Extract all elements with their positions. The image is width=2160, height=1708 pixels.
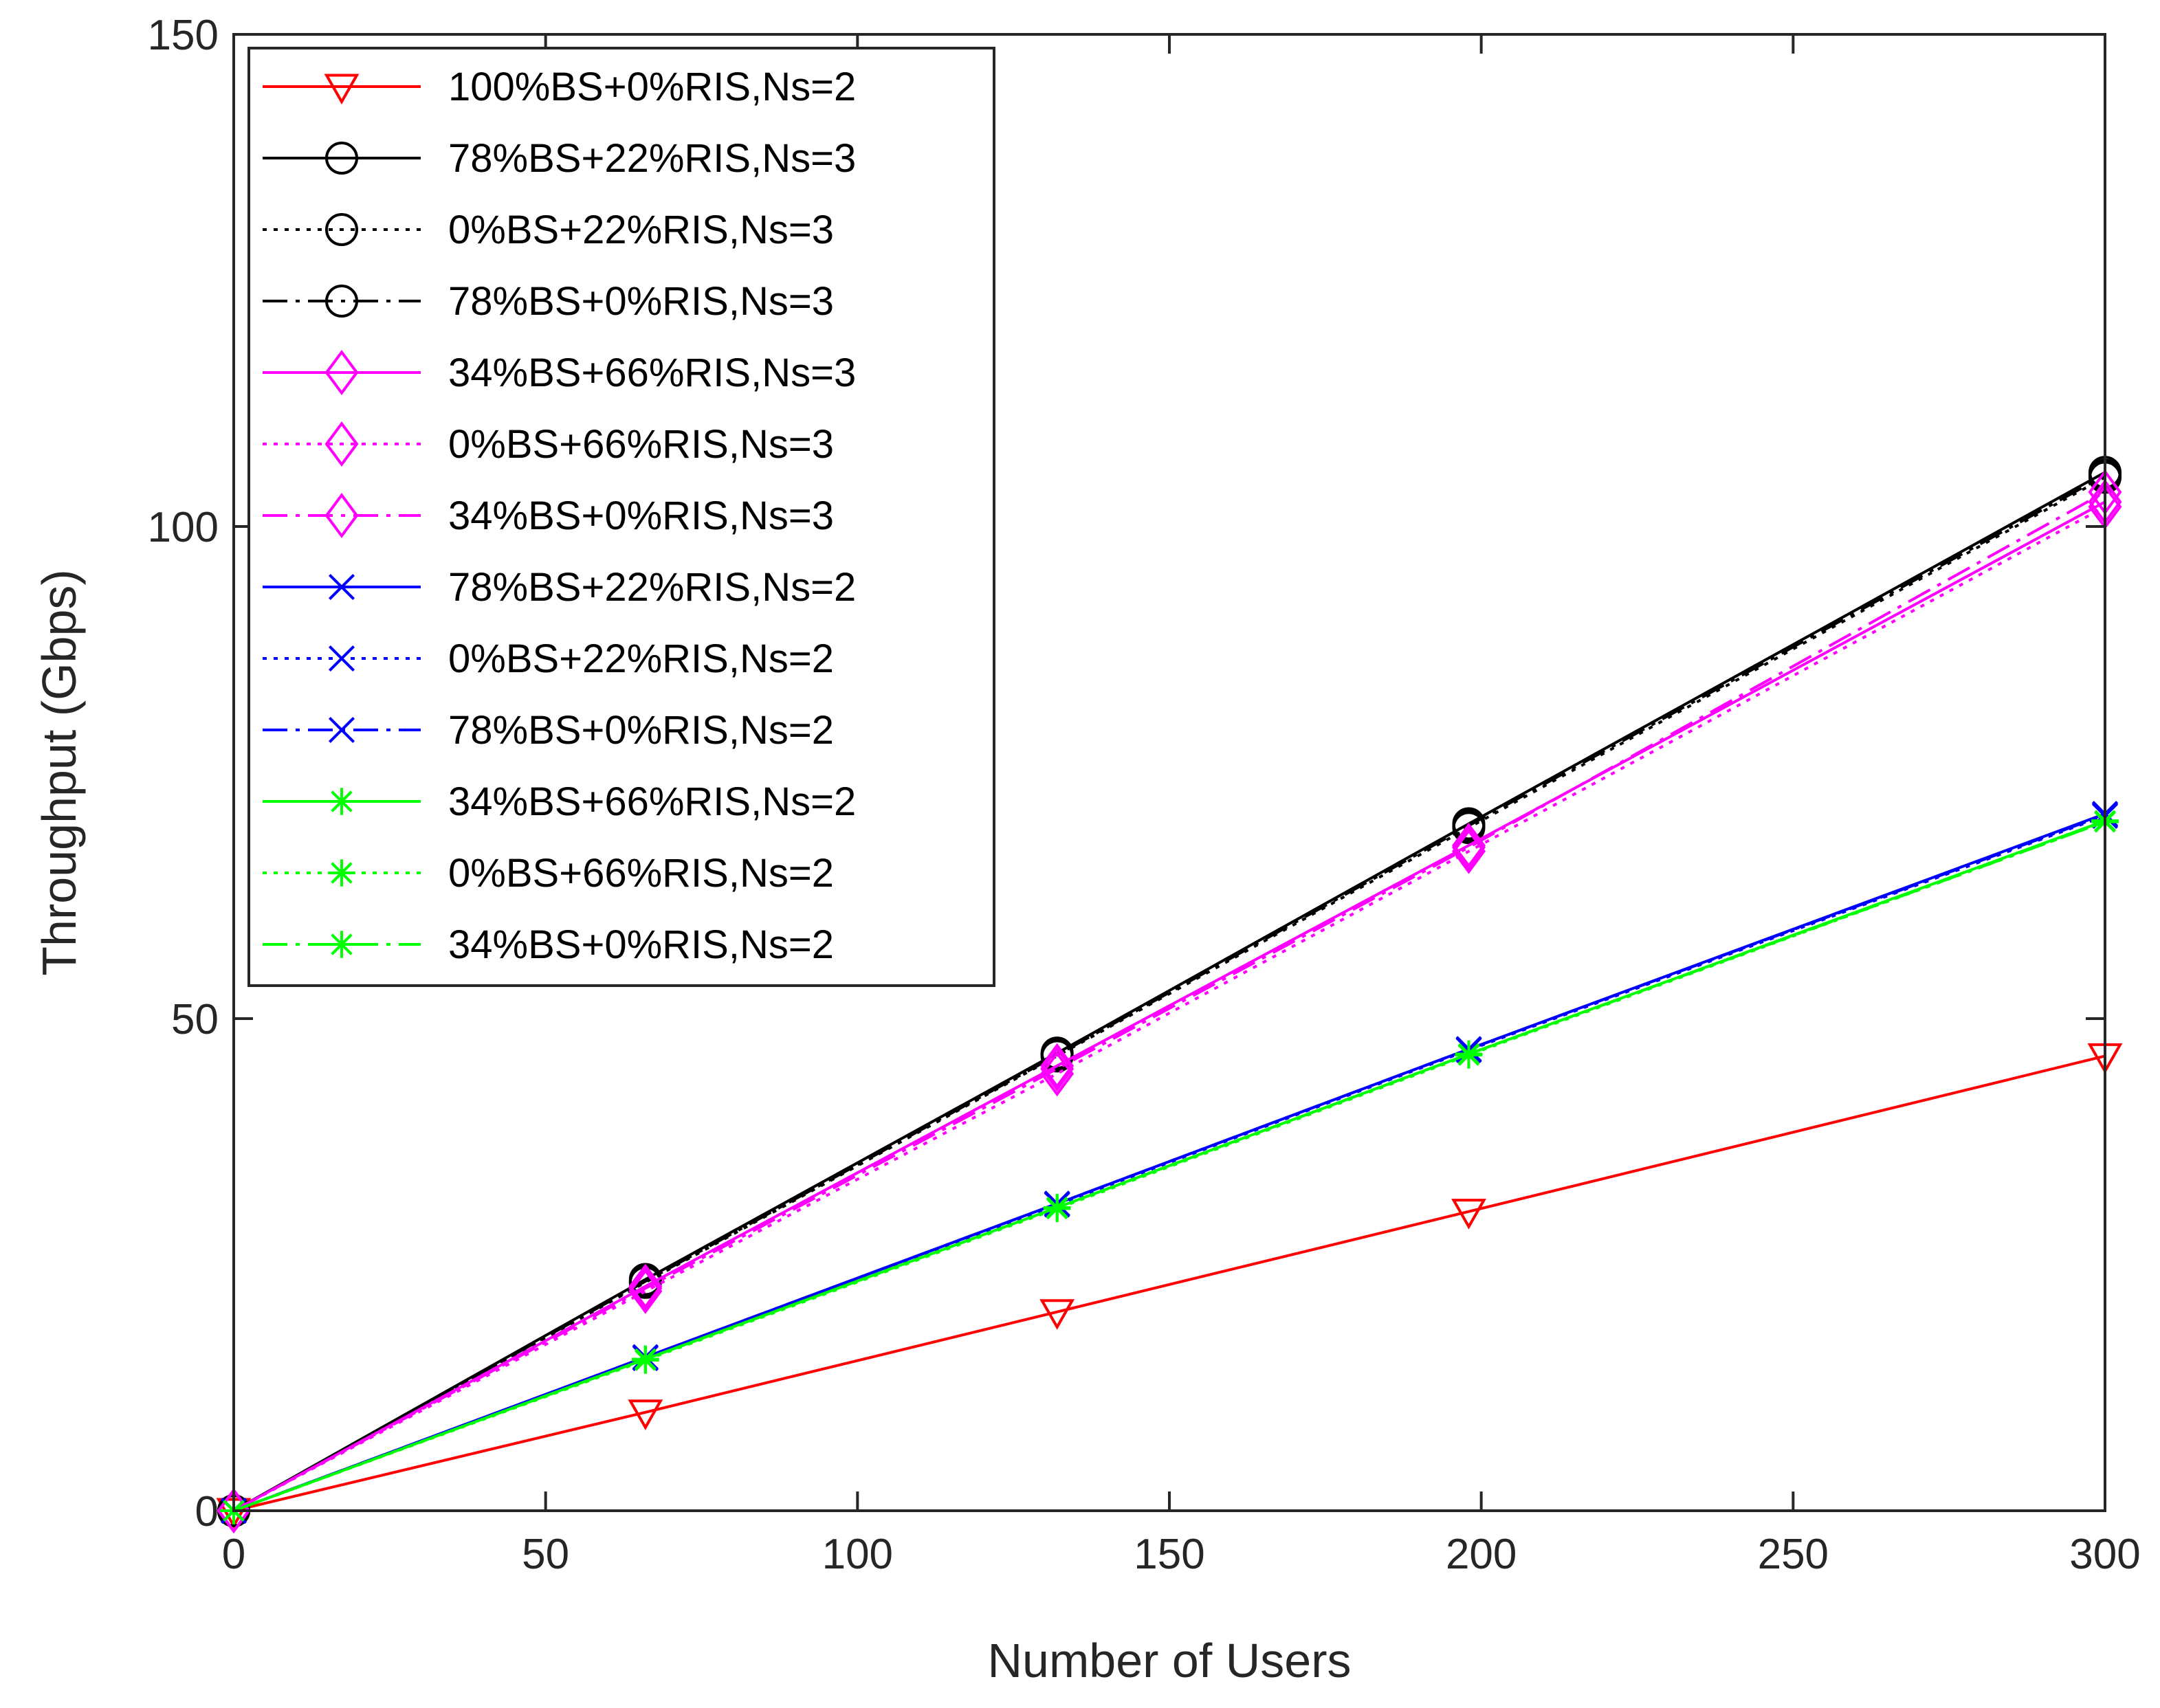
y-axis-label: Throughput (Gbps)	[32, 569, 86, 975]
series-line	[233, 1054, 2106, 1512]
plot-series	[216, 456, 2123, 1534]
data-point-marker	[1451, 1199, 1486, 1230]
data-point-marker	[632, 1345, 659, 1373]
legend-entry: 34%BS+66%RIS,Ns=2	[263, 779, 856, 824]
data-point-marker	[1452, 824, 1486, 870]
data-point-marker	[1452, 809, 1486, 843]
x-tick-label: 50	[522, 1531, 569, 1578]
series-line	[233, 500, 2106, 1512]
legend-label: 34%BS+66%RIS,Ns=2	[448, 779, 856, 824]
legend-marker	[328, 931, 355, 958]
y-tick-label: 50	[171, 996, 219, 1043]
legend-marker	[324, 349, 359, 396]
x-tick-label: 200	[1446, 1531, 1517, 1578]
y-tick-label: 100	[148, 504, 219, 551]
legend-label: 0%BS+66%RIS,Ns=2	[448, 851, 834, 896]
legend-entry: 34%BS+66%RIS,Ns=3	[263, 349, 856, 396]
legend-marker	[324, 74, 360, 105]
legend-label: 34%BS+0%RIS,Ns=3	[448, 493, 834, 538]
legend-label: 34%BS+66%RIS,Ns=3	[448, 351, 856, 395]
legend-marker	[325, 213, 358, 246]
legend-label: 78%BS+22%RIS,Ns=2	[448, 565, 856, 610]
legend: 100%BS+0%RIS,Ns=2 78%BS+22%RIS,Ns=3 0%BS+2…	[247, 47, 995, 987]
data-point-marker	[217, 1487, 251, 1534]
legend-marker	[328, 788, 355, 815]
legend-label: 0%BS+22%RIS,Ns=3	[448, 208, 834, 252]
legend-entry: 0%BS+22%RIS,Ns=2	[263, 636, 834, 681]
x-tick-label: 300	[2069, 1531, 2140, 1578]
legend-label: 78%BS+0%RIS,Ns=3	[448, 279, 834, 324]
legend-entry: 100%BS+0%RIS,Ns=2	[263, 65, 856, 109]
legend-entry: 34%BS+0%RIS,Ns=2	[263, 922, 834, 967]
legend-marker	[325, 285, 358, 318]
x-tick-label: 150	[1134, 1531, 1204, 1578]
legend-marker	[328, 716, 355, 744]
legend-marker	[328, 573, 355, 601]
series-line	[233, 820, 2106, 1512]
legend-label: 0%BS+22%RIS,Ns=2	[448, 636, 834, 681]
legend-marker	[328, 859, 355, 887]
legend-entry: 34%BS+0%RIS,Ns=3	[263, 492, 834, 539]
data-point-marker	[1043, 1194, 1071, 1221]
data-point-marker	[1452, 828, 1486, 874]
data-point-marker	[1455, 1040, 1483, 1068]
data-point-marker	[628, 1399, 663, 1430]
legend-entry: 0%BS+66%RIS,Ns=3	[263, 421, 834, 467]
legend-entry: 78%BS+0%RIS,Ns=3	[263, 279, 834, 324]
legend-marker	[324, 492, 359, 539]
legend-label: 0%BS+66%RIS,Ns=3	[448, 422, 834, 467]
data-point-marker	[628, 1268, 663, 1314]
x-axis-label: Number of Users	[987, 1634, 1351, 1687]
data-point-marker	[1039, 1299, 1075, 1330]
y-tick-label: 150	[148, 12, 219, 59]
axes: 0 50 100 150 200 250 300 0 50 100 150	[148, 12, 2141, 1578]
data-point-marker	[1040, 1038, 1074, 1072]
series-line	[233, 476, 2106, 1512]
series-line	[233, 491, 2106, 1512]
x-tick-label: 250	[1758, 1531, 1829, 1578]
legend-marker	[325, 142, 358, 175]
y-tick-label: 0	[195, 1488, 219, 1535]
legend-entry: 0%BS+22%RIS,Ns=3	[263, 208, 834, 252]
legend-entry: 78%BS+22%RIS,Ns=3	[263, 136, 856, 181]
data-point-marker	[1040, 1045, 1075, 1092]
legend-label: 78%BS+22%RIS,Ns=3	[448, 136, 856, 181]
legend-marker	[324, 421, 359, 467]
data-point-marker	[1040, 1051, 1075, 1097]
x-tick-label: 0	[222, 1531, 245, 1578]
legend-marker	[328, 645, 355, 672]
x-tick-label: 100	[822, 1531, 893, 1578]
data-point-marker	[1040, 1043, 1075, 1089]
legend-entry: 78%BS+0%RIS,Ns=2	[263, 708, 834, 753]
legend-entry: 78%BS+22%RIS,Ns=2	[263, 565, 856, 610]
legend-label: 100%BS+0%RIS,Ns=2	[448, 65, 856, 109]
data-point-marker	[628, 1265, 663, 1311]
series-line	[233, 505, 2106, 1512]
legend-entry: 0%BS+66%RIS,Ns=2	[263, 851, 834, 896]
legend-label: 34%BS+0%RIS,Ns=2	[448, 922, 834, 967]
legend-label: 78%BS+0%RIS,Ns=2	[448, 708, 834, 753]
